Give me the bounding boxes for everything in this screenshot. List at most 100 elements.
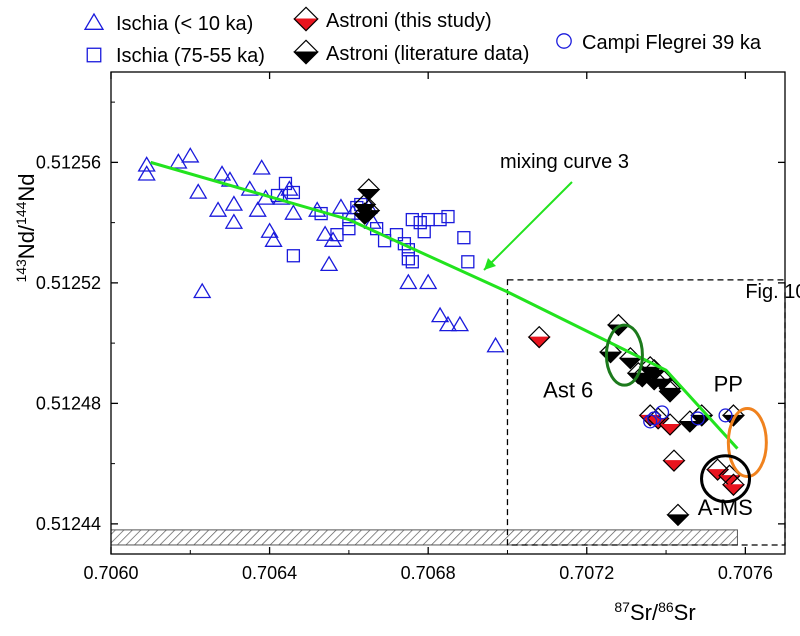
point-s1-2-shape bbox=[286, 185, 301, 200]
point-s1-21-shape bbox=[433, 212, 447, 227]
point-s4-0-shape bbox=[643, 414, 658, 429]
point-s3-6 bbox=[618, 346, 642, 370]
point-s4-4 bbox=[718, 408, 733, 423]
point-s2-0 bbox=[527, 325, 551, 349]
legend-label-0: Ischia (< 10 ka) bbox=[116, 13, 253, 35]
point-s1-22-shape bbox=[441, 209, 455, 224]
legend-label-4: Campi Flegrei 39 ka bbox=[582, 32, 762, 54]
point-s0-31 bbox=[438, 315, 458, 332]
point-s4-0 bbox=[643, 414, 658, 429]
point-s0-21 bbox=[315, 225, 335, 241]
point-s0-16-shape bbox=[264, 231, 283, 247]
point-s0-4 bbox=[189, 183, 208, 199]
point-s2-0-outline bbox=[527, 325, 551, 349]
point-s1-19-shape bbox=[417, 225, 431, 239]
point-s1-7 bbox=[342, 212, 356, 227]
annotation-3: Fig. 10 bbox=[745, 281, 800, 303]
point-s0-12 bbox=[248, 201, 267, 217]
point-s0-2 bbox=[169, 153, 188, 169]
point-s3-5-fill bbox=[598, 351, 623, 364]
y-axis-label: 143Nd/144Nd bbox=[13, 173, 39, 282]
ellipse-pp bbox=[726, 407, 768, 479]
mixing-curve-label: mixing curve 3 bbox=[500, 151, 629, 173]
point-s0-0 bbox=[137, 156, 156, 172]
point-s0-17-shape bbox=[272, 189, 291, 205]
point-s0-24-shape bbox=[331, 198, 351, 214]
point-s0-3-shape bbox=[181, 147, 200, 163]
point-s4-2 bbox=[655, 405, 670, 420]
point-s4-4-shape bbox=[718, 408, 733, 423]
annotation-2: A-MS bbox=[698, 495, 753, 520]
point-s1-18 bbox=[413, 215, 427, 230]
point-s4-3 bbox=[690, 411, 705, 426]
point-s0-18-shape bbox=[280, 180, 299, 196]
point-s1-17-shape bbox=[405, 212, 419, 227]
annotation-1: PP bbox=[714, 371, 743, 396]
axes: 0.7060 0.7064 0.7068 0.7072 0.7076 0.51244 0.5… bbox=[13, 71, 786, 625]
point-s0-33-shape bbox=[486, 336, 505, 353]
point-s0-6-shape bbox=[208, 201, 228, 217]
point-s1-23 bbox=[457, 231, 471, 245]
point-s1-1-shape bbox=[278, 176, 293, 191]
point-s3-18 bbox=[666, 503, 690, 527]
point-s1-15 bbox=[401, 252, 416, 266]
legend-label-3: Astroni (literature data) bbox=[326, 43, 529, 65]
point-s0-13 bbox=[252, 159, 271, 175]
legend-marker-1-shape bbox=[86, 47, 102, 63]
point-s0-9-shape bbox=[224, 195, 244, 211]
annotation-0: Ast 6 bbox=[543, 377, 593, 402]
x-tick-label-3: 0.7072 bbox=[559, 563, 614, 583]
x-tick-label-1: 0.7064 bbox=[242, 563, 297, 583]
point-s4-3-shape bbox=[690, 411, 705, 426]
point-s0-5-shape bbox=[193, 282, 212, 299]
point-s1-19 bbox=[417, 225, 431, 239]
point-s0-19-shape bbox=[284, 204, 303, 220]
y-tick-label-3: 0.51256 bbox=[36, 152, 101, 172]
point-s1-18-shape bbox=[413, 215, 427, 230]
point-s0-7 bbox=[212, 165, 232, 181]
point-s0-6 bbox=[208, 201, 228, 217]
point-s0-17 bbox=[272, 189, 291, 205]
point-s0-29 bbox=[419, 273, 438, 290]
ellipse-ast-6 bbox=[604, 323, 644, 387]
point-s2-4-fill bbox=[662, 460, 686, 472]
point-s3-11-outline bbox=[642, 368, 666, 391]
point-s1-15-shape bbox=[401, 252, 416, 266]
point-s0-25 bbox=[343, 204, 362, 220]
point-s2-3-fill bbox=[658, 423, 682, 436]
point-s0-22-shape bbox=[319, 255, 339, 272]
point-s1-2 bbox=[286, 185, 301, 200]
point-s2-4 bbox=[662, 449, 686, 472]
point-s2-7 bbox=[721, 473, 746, 496]
point-s1-7-shape bbox=[342, 212, 356, 227]
point-s3-16-outline bbox=[690, 404, 713, 427]
point-s3-2-outline bbox=[357, 199, 380, 222]
point-s0-23-shape bbox=[323, 231, 343, 247]
point-s0-9 bbox=[224, 195, 244, 211]
point-s2-7-outline bbox=[722, 473, 745, 496]
point-s3-18-outline bbox=[666, 503, 690, 527]
ellipse-a-ms bbox=[700, 454, 752, 504]
point-s0-2-shape bbox=[169, 153, 188, 169]
point-s3-3 bbox=[353, 202, 377, 225]
point-s3-9-outline bbox=[638, 355, 662, 379]
point-s1-23-shape bbox=[457, 231, 471, 245]
point-s2-5-outline bbox=[706, 458, 729, 481]
point-s0-25-shape bbox=[343, 204, 362, 220]
legend-label-1: Ischia (75-55 ka) bbox=[116, 45, 265, 67]
legend-marker-2-fill bbox=[293, 18, 319, 32]
legend-marker-4 bbox=[556, 33, 572, 49]
legend-label-2: Astroni (this study) bbox=[326, 10, 492, 32]
x-axis-label-part: Sr/ bbox=[630, 600, 659, 625]
y-tick-label-1: 0.51248 bbox=[36, 393, 101, 413]
point-s1-24 bbox=[461, 255, 475, 269]
point-s0-32-shape bbox=[450, 315, 470, 332]
legend-marker-1 bbox=[86, 47, 102, 63]
point-s3-15-fill bbox=[678, 420, 702, 433]
point-s0-28-shape bbox=[399, 273, 418, 290]
point-s4-2-shape bbox=[655, 405, 670, 420]
point-s3-14-outline bbox=[658, 380, 682, 403]
hatched-band bbox=[110, 529, 738, 546]
point-s1-6-shape bbox=[342, 221, 356, 236]
